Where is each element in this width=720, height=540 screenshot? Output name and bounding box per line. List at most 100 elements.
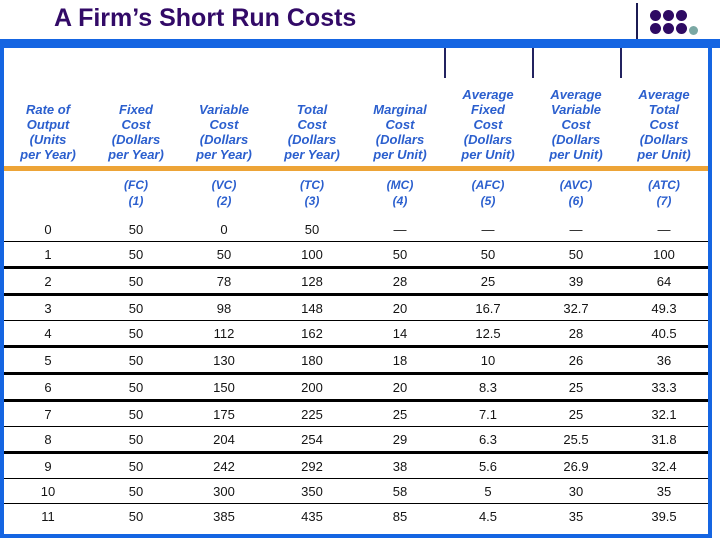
- table-cell: 200: [268, 373, 356, 402]
- table-cell: 50: [92, 241, 180, 269]
- table-cell: 50: [92, 400, 180, 427]
- table-cell: 12.5: [444, 320, 532, 348]
- col-header-total-cost: Total Cost (Dollars per Year): [268, 48, 356, 171]
- table-cell: 35: [620, 478, 708, 504]
- col-code-afc: (AFC) (5): [471, 178, 505, 208]
- table-row: 7 50 175 225 25 7.1 25 32.1: [4, 400, 708, 427]
- table-cell: 18: [356, 346, 444, 375]
- table-cell: 31.8: [620, 426, 708, 454]
- col-code-vc: (VC) (2): [211, 178, 237, 208]
- table-cell: 40.5: [620, 320, 708, 348]
- table-cell: 38: [356, 452, 444, 479]
- logo-dot: [663, 10, 674, 21]
- table-header-row: Rate of Output (Units per Year) Fixed Co…: [4, 48, 708, 171]
- table-cell: 130: [180, 346, 268, 375]
- table-cell: 32.7: [532, 294, 620, 321]
- col-code-tc: (TC) (3): [300, 178, 324, 208]
- top-accent-bar: [0, 39, 720, 48]
- table-row: 1 50 50 100 50 50 50 100: [4, 241, 708, 269]
- table-cell: 385: [213, 508, 235, 524]
- logo-dot: [676, 23, 687, 34]
- table-cell: 11: [41, 508, 55, 524]
- table-row: 11 50 385 435 85 4.5 35 39.5: [4, 504, 708, 529]
- col-code-atc: (ATC) (7): [648, 178, 680, 208]
- table-row: 0 50 0 50— — — —: [4, 217, 708, 242]
- table-cell: 20: [356, 373, 444, 402]
- table-cell: 6.3: [444, 426, 532, 454]
- table-cell: 204: [180, 426, 268, 454]
- col-header-fixed-cost: Fixed Cost (Dollars per Year): [92, 48, 180, 171]
- table-cell: 4.5: [478, 508, 498, 524]
- table-cell: 225: [268, 400, 356, 427]
- table-row: 4 50 112 162 14 12.5 28 40.5: [4, 320, 708, 348]
- table-cell: 28: [356, 267, 444, 296]
- table-cell: 50: [128, 508, 144, 524]
- table-cell: 9: [4, 452, 92, 479]
- table-cell: 7: [4, 400, 92, 427]
- table-cell: 50: [444, 241, 532, 269]
- logo-dot: [676, 10, 687, 21]
- table-cell: 10: [444, 346, 532, 375]
- table-cell: 300: [180, 478, 268, 504]
- table-cell: 7.1: [444, 400, 532, 427]
- logo-dot: [650, 10, 661, 21]
- table-cell: 39: [532, 267, 620, 296]
- table-cell: 50: [180, 241, 268, 269]
- slide-logo: [636, 3, 708, 45]
- table-cell: 25: [356, 400, 444, 427]
- table-cell: 50: [92, 267, 180, 296]
- table-cell: 128: [268, 267, 356, 296]
- header-column-separator: [620, 48, 622, 78]
- table-cell: 242: [180, 452, 268, 479]
- table-cell: 50: [92, 346, 180, 375]
- col-code-fc: (FC) (1): [124, 178, 148, 208]
- table-cell: 5.6: [444, 452, 532, 479]
- table-cell: 8: [4, 426, 92, 454]
- table-cell: 6: [4, 373, 92, 402]
- table-cell: 4: [4, 320, 92, 348]
- table-cell: 35: [568, 508, 584, 524]
- table-row: 10 50 300 350 58 5 30 35: [4, 478, 708, 504]
- table-cell: 0: [4, 217, 92, 242]
- col-code-blank: [4, 169, 92, 218]
- table-cell: —: [620, 217, 708, 242]
- table-cell: 32.4: [620, 452, 708, 479]
- table-cell: 148: [268, 294, 356, 321]
- table-cell: 50: [92, 217, 180, 242]
- short-run-costs-table: Rate of Output (Units per Year) Fixed Co…: [4, 48, 708, 528]
- table-cell: 50: [92, 320, 180, 348]
- table-cell: 0: [180, 217, 268, 242]
- table-cell: —: [532, 217, 620, 242]
- table-cell: 16.7: [444, 294, 532, 321]
- table-cell: 5: [4, 346, 92, 375]
- table-cell: 50: [268, 217, 356, 242]
- table-cell: 50: [532, 241, 620, 269]
- table-cell: 50: [356, 241, 444, 269]
- table-cell: 25.5: [532, 426, 620, 454]
- table-cell: 98: [180, 294, 268, 321]
- table-cell: 50: [92, 294, 180, 321]
- table-cell: 3: [4, 294, 92, 321]
- table-cell: 100: [620, 241, 708, 269]
- table-row: 2 50 78 128 28 25 39 64: [4, 267, 708, 296]
- table-cell: 25: [444, 267, 532, 296]
- table-cell: 32.1: [620, 400, 708, 427]
- table-cell: 33.3: [620, 373, 708, 402]
- table-cell: 150: [180, 373, 268, 402]
- table-cell: 78: [180, 267, 268, 296]
- table-row: 8 50 204 254 29 6.3 25.5 31.8: [4, 426, 708, 454]
- table-cell: 29: [356, 426, 444, 454]
- logo-dot-accent: [689, 26, 698, 35]
- table-cell: 50: [92, 373, 180, 402]
- table-cell: 5: [444, 478, 532, 504]
- table-cell: 254: [268, 426, 356, 454]
- table-cell: 50: [92, 452, 180, 479]
- table-cell: 100: [268, 241, 356, 269]
- table-cell: 435: [301, 508, 323, 524]
- table-cell: 162: [268, 320, 356, 348]
- table-cell: 26: [532, 346, 620, 375]
- table-cell: —: [444, 217, 532, 242]
- table-cell: 50: [92, 426, 180, 454]
- table-cell: 350: [268, 478, 356, 504]
- table-cell: 28: [532, 320, 620, 348]
